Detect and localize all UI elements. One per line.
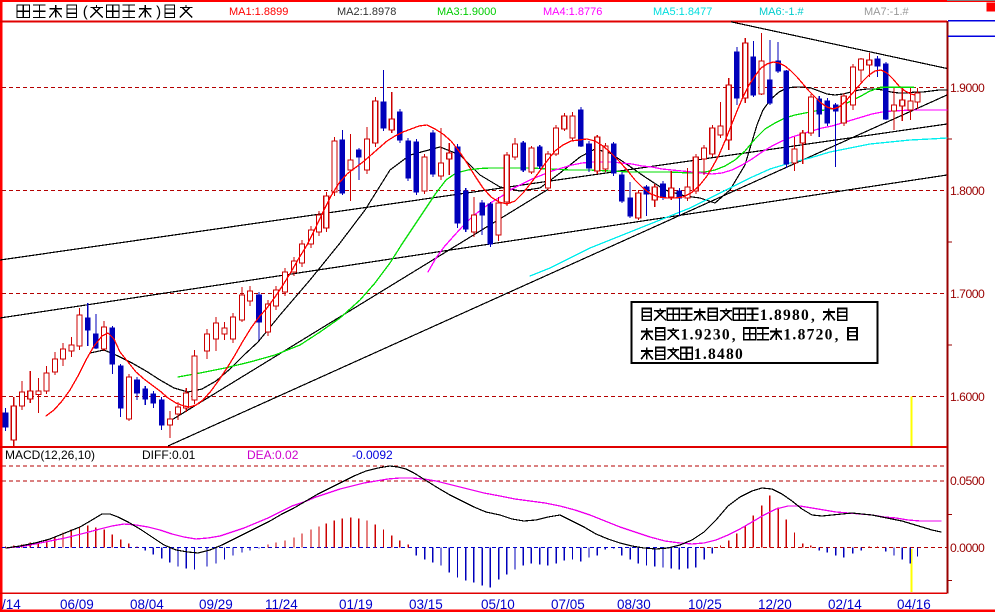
svg-text:1.8480: 1.8480 (694, 346, 743, 363)
svg-text:,: , (811, 308, 815, 324)
svg-text:,: , (835, 328, 839, 344)
svg-text:1.8720: 1.8720 (783, 326, 832, 343)
svg-text:1.9230: 1.9230 (681, 326, 730, 343)
svg-text:,: , (732, 328, 736, 344)
svg-text:(: ( (83, 4, 88, 21)
svg-text:1.8980: 1.8980 (760, 307, 809, 324)
svg-text:): ) (156, 4, 161, 21)
